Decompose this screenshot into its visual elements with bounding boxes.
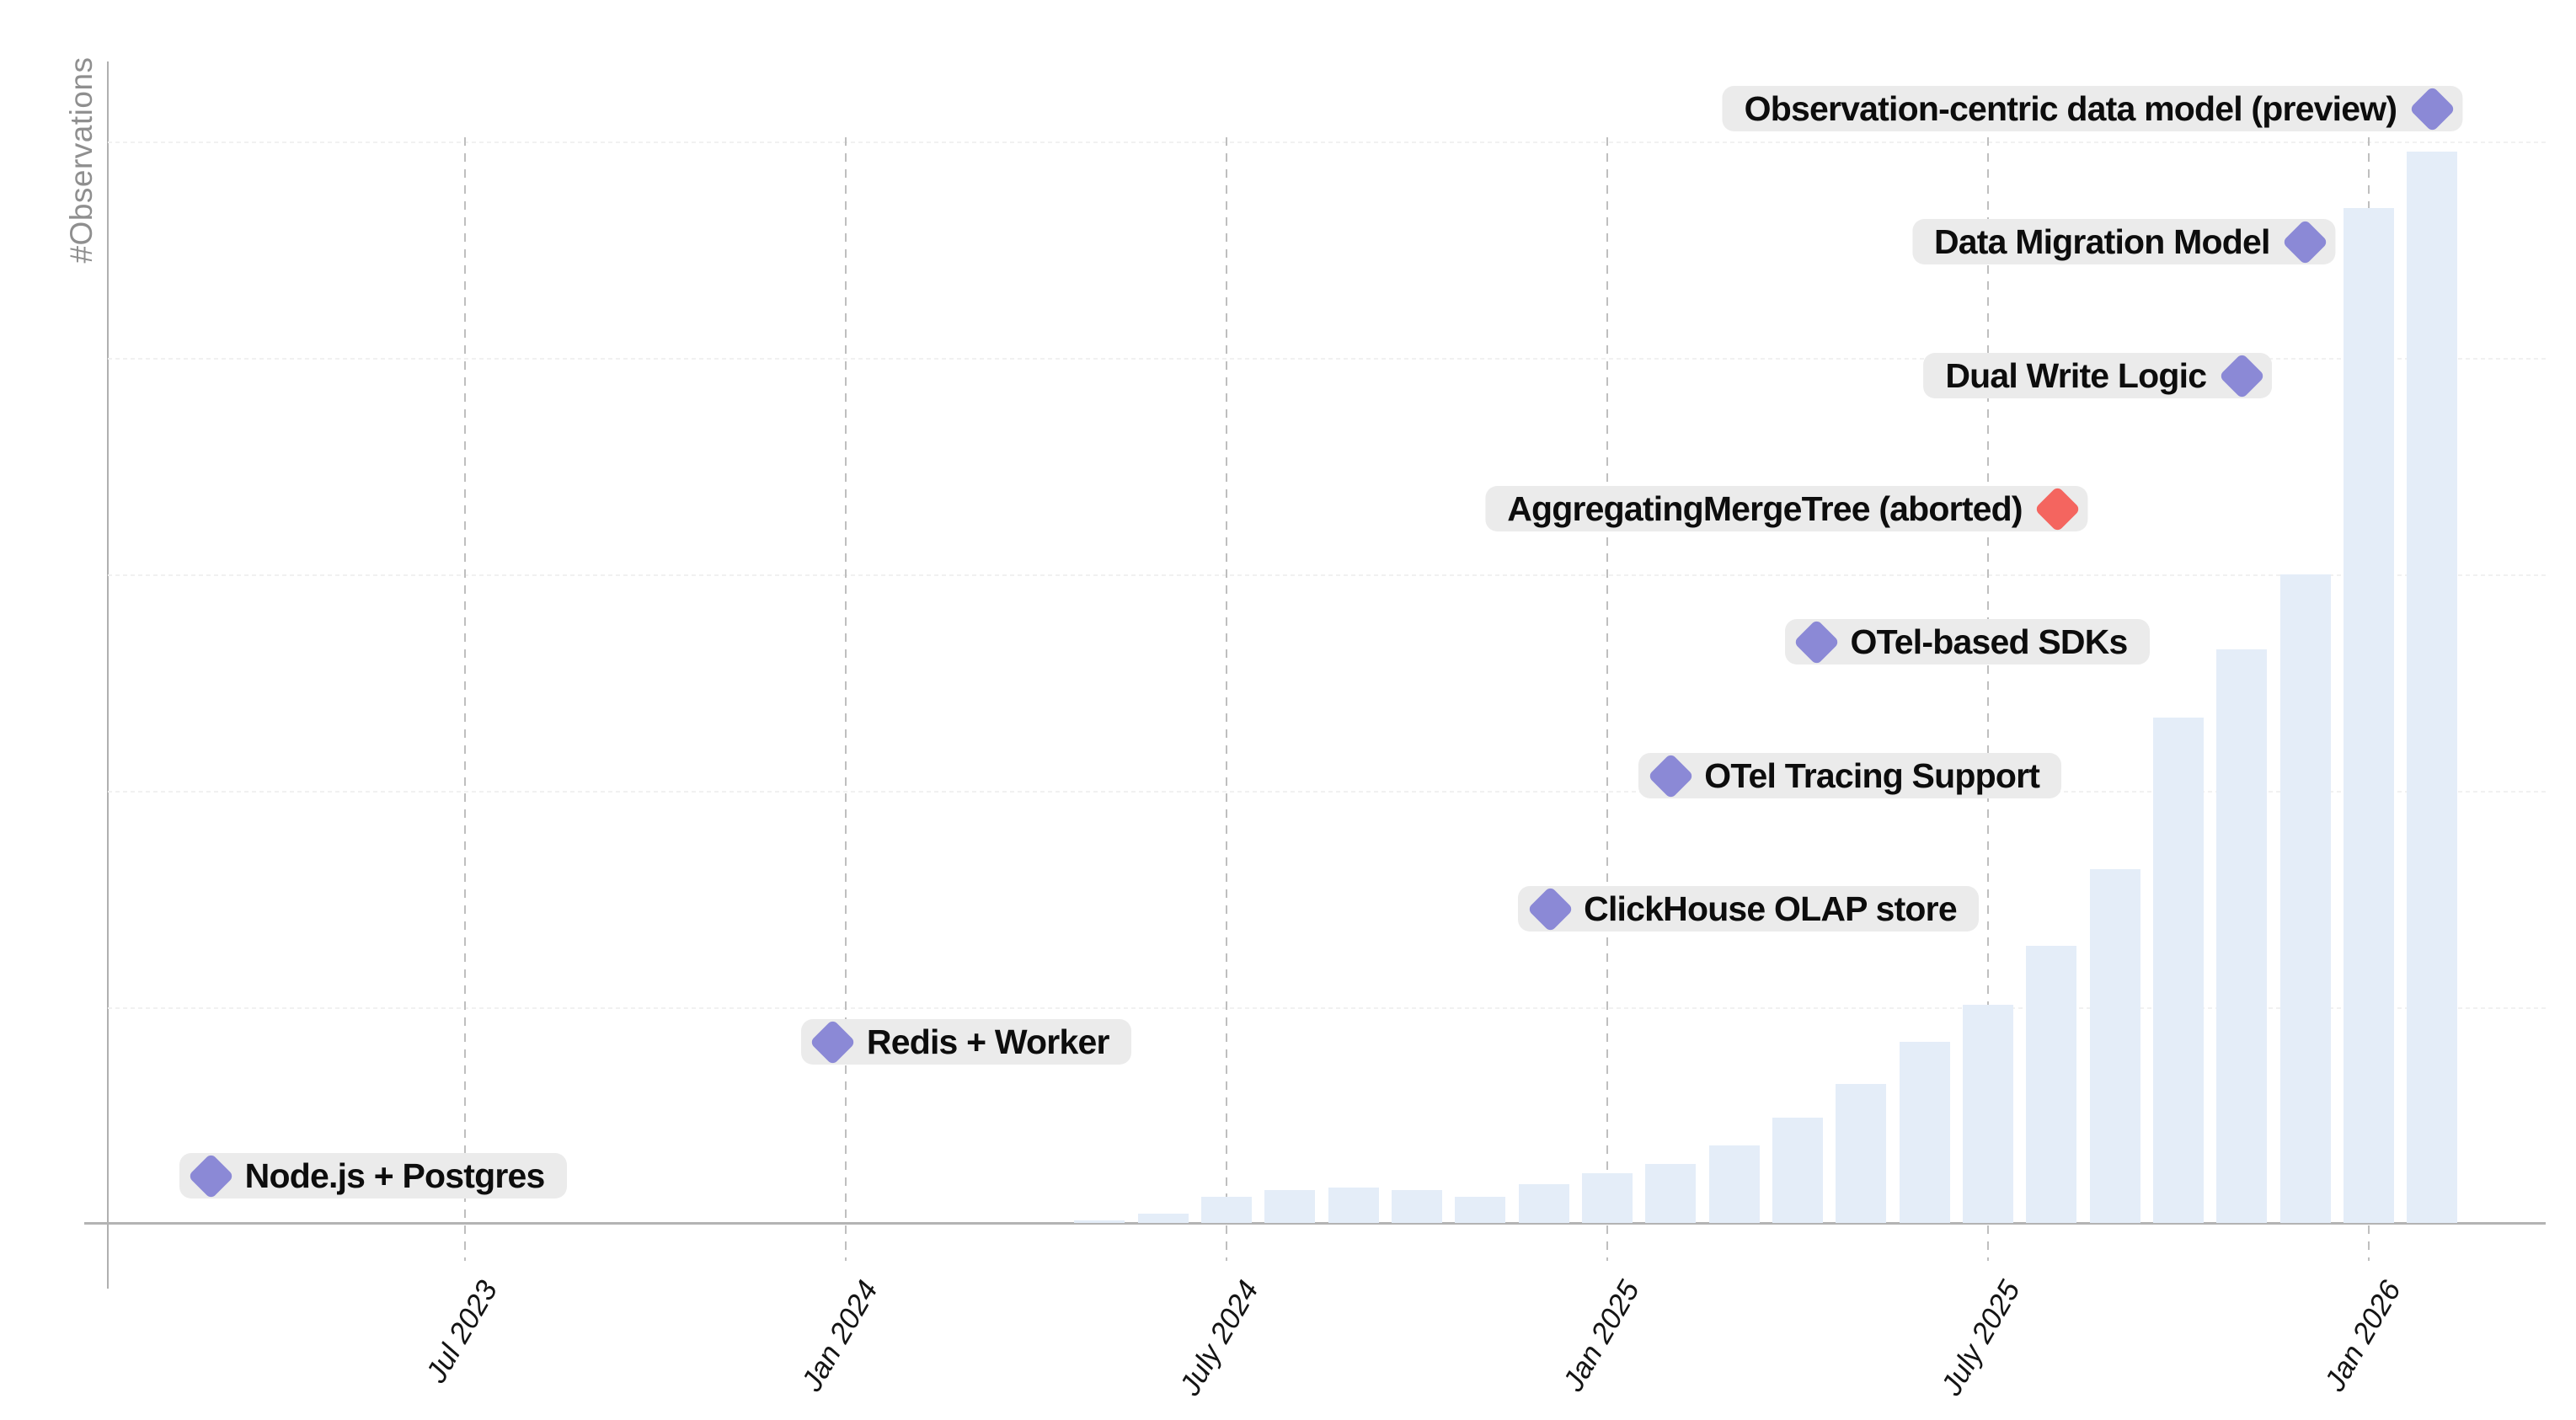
- observations-bar: [1455, 1197, 1505, 1223]
- horizontal-gridline: [108, 141, 2546, 143]
- observations-bar: [1074, 1220, 1125, 1223]
- vertical-gridline: [844, 137, 847, 1261]
- milestone-label: Redis + Worker: [800, 1019, 1131, 1065]
- observations-bar: [1328, 1188, 1379, 1223]
- observations-bar: [2280, 574, 2331, 1223]
- x-tick-label: Jan 2024: [794, 1275, 884, 1397]
- x-axis-line: [84, 1222, 2546, 1225]
- y-axis-label: #Observations: [64, 56, 99, 264]
- milestone-label: Dual Write Logic: [1923, 353, 2273, 398]
- milestone-label: ClickHouse OLAP store: [1518, 886, 1979, 932]
- vertical-gridline: [1986, 137, 1989, 1261]
- milestone-label: Observation-centric data model (preview): [1722, 86, 2463, 131]
- horizontal-gridline: [108, 574, 2546, 576]
- observations-bar: [1836, 1084, 1886, 1223]
- milestone-label: OTel Tracing Support: [1638, 753, 2062, 798]
- y-axis-line: [107, 61, 109, 1289]
- observations-bar: [1645, 1164, 1696, 1223]
- milestone-label: AggregatingMergeTree (aborted): [1485, 486, 2088, 531]
- vertical-gridline: [1606, 137, 1608, 1261]
- observations-bar: [1264, 1190, 1315, 1223]
- observations-bar: [2153, 718, 2204, 1223]
- observations-bar: [2026, 946, 2076, 1223]
- horizontal-gridline: [108, 791, 2546, 793]
- x-tick-label: Jul 2023: [419, 1275, 504, 1389]
- observations-bar: [2407, 152, 2457, 1223]
- milestone-label: Node.js + Postgres: [179, 1153, 567, 1198]
- x-tick-label: July 2024: [1173, 1275, 1265, 1401]
- observations-bar: [1709, 1145, 1760, 1223]
- observations-bar: [1772, 1118, 1823, 1223]
- observations-bar: [1963, 1005, 2013, 1223]
- vertical-gridline: [464, 137, 466, 1261]
- observations-bar: [2090, 869, 2140, 1223]
- x-tick-label: July 2025: [1935, 1275, 2027, 1401]
- observations-bar: [1392, 1190, 1442, 1223]
- horizontal-gridline: [108, 358, 2546, 360]
- vertical-gridline: [1225, 137, 1227, 1261]
- observations-bar: [1582, 1173, 1633, 1223]
- horizontal-gridline: [108, 1007, 2546, 1009]
- observations-bar: [1138, 1214, 1189, 1223]
- observations-bar: [1900, 1042, 1950, 1223]
- observations-bar: [2216, 649, 2267, 1223]
- milestone-label: OTel-based SDKs: [1784, 619, 2150, 665]
- observations-bar: [1519, 1184, 1569, 1223]
- observations-bar: [1201, 1197, 1252, 1223]
- x-tick-label: Jan 2025: [1556, 1275, 1646, 1397]
- observations-bar: [2344, 208, 2394, 1223]
- x-tick-label: Jan 2026: [2317, 1275, 2408, 1397]
- milestone-label: Data Migration Model: [1911, 219, 2336, 264]
